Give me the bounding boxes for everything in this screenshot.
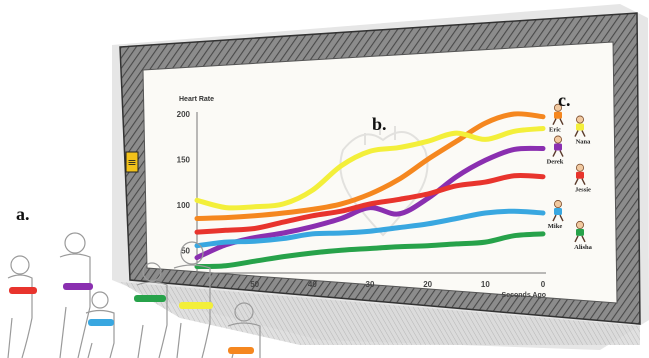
x-tick-label: 40 (308, 280, 317, 289)
wall-sign: ≡ (125, 151, 139, 173)
screen-floor-glow (120, 282, 640, 345)
avatar-name: Jessie (575, 187, 591, 194)
y-tick-label: 150 (177, 155, 191, 164)
panel-label-a: a. (16, 204, 30, 224)
avatar-head (576, 220, 585, 229)
avatar-legs (574, 235, 586, 243)
series-line-derek (194, 145, 546, 261)
series-line-mike (194, 208, 546, 249)
series-line-eric (194, 111, 546, 221)
participant-avatars: Eric Nana Derek Jessie Mike Alisha (547, 103, 593, 251)
wristband-red (9, 287, 37, 294)
y-tick-label: 200 (177, 110, 191, 119)
series-lines (194, 111, 546, 270)
avatar-name: Derek (547, 159, 564, 166)
x-tick-labels: 50 40 30 20 10 0 (250, 280, 546, 289)
avatar-head (576, 115, 585, 124)
person-2 (59, 232, 91, 358)
y-tick-labels: 50 100 150 200 (177, 110, 191, 255)
series-line-alisha (194, 231, 546, 270)
wristband-orange (228, 347, 254, 354)
x-axis-label: Seconds Ago (502, 292, 546, 299)
viewers-sketch (7, 232, 261, 358)
avatar-head (554, 103, 563, 112)
avatar-shirt (554, 111, 562, 119)
avatar-mike: Mike (548, 200, 564, 230)
x-tick-label: 20 (423, 280, 432, 289)
series-line-nana (194, 126, 546, 211)
x-tick-label: 30 (366, 280, 375, 289)
avatar-name: Mike (548, 223, 563, 230)
avatar-head (576, 163, 585, 172)
avatar-eric: Eric (549, 103, 564, 134)
avatar-shirt (576, 123, 584, 131)
chart-title: Heart Rate (179, 96, 214, 103)
x-tick-label: 10 (481, 280, 490, 289)
avatar-head (554, 200, 563, 209)
avatar-jessie: Jessie (574, 163, 591, 194)
avatar-legs (552, 214, 564, 222)
x-tick-label: 50 (250, 280, 259, 289)
panel-label-c: c. (558, 90, 571, 110)
avatar-name: Alisha (574, 244, 592, 251)
y-tick-label: 100 (177, 201, 191, 210)
avatar-derek: Derek (547, 135, 564, 166)
avatar-shirt (576, 228, 584, 236)
avatar-legs (574, 130, 586, 137)
person-1 (7, 255, 33, 358)
wall-sign-glyph: ≡ (127, 156, 136, 169)
avatar-name: Eric (549, 127, 561, 134)
person-4 (136, 262, 168, 358)
avatar-legs (552, 150, 564, 157)
wristband-blue (88, 319, 114, 326)
avatar-alisha: Alisha (574, 220, 593, 251)
avatar-head (554, 135, 563, 144)
wristband-green (134, 295, 166, 302)
display-wall (112, 4, 649, 350)
avatar-legs (552, 118, 564, 126)
person-3 (85, 291, 115, 358)
x-tick-label: 0 (541, 280, 546, 289)
wall-sign-box (125, 151, 139, 173)
person-5 (173, 241, 211, 358)
avatar-shirt (554, 143, 562, 151)
avatar-nana: Nana (574, 115, 592, 146)
avatar-shirt (576, 171, 584, 179)
avatar-legs (574, 178, 586, 186)
y-tick-label: 50 (181, 246, 190, 255)
avatar-shirt (554, 208, 562, 216)
wristband-yellow (179, 302, 213, 309)
wristband-purple (63, 283, 93, 290)
series-line-jessie (194, 173, 546, 235)
panel-label-b: b. (372, 114, 387, 134)
avatar-name: Nana (576, 139, 592, 146)
